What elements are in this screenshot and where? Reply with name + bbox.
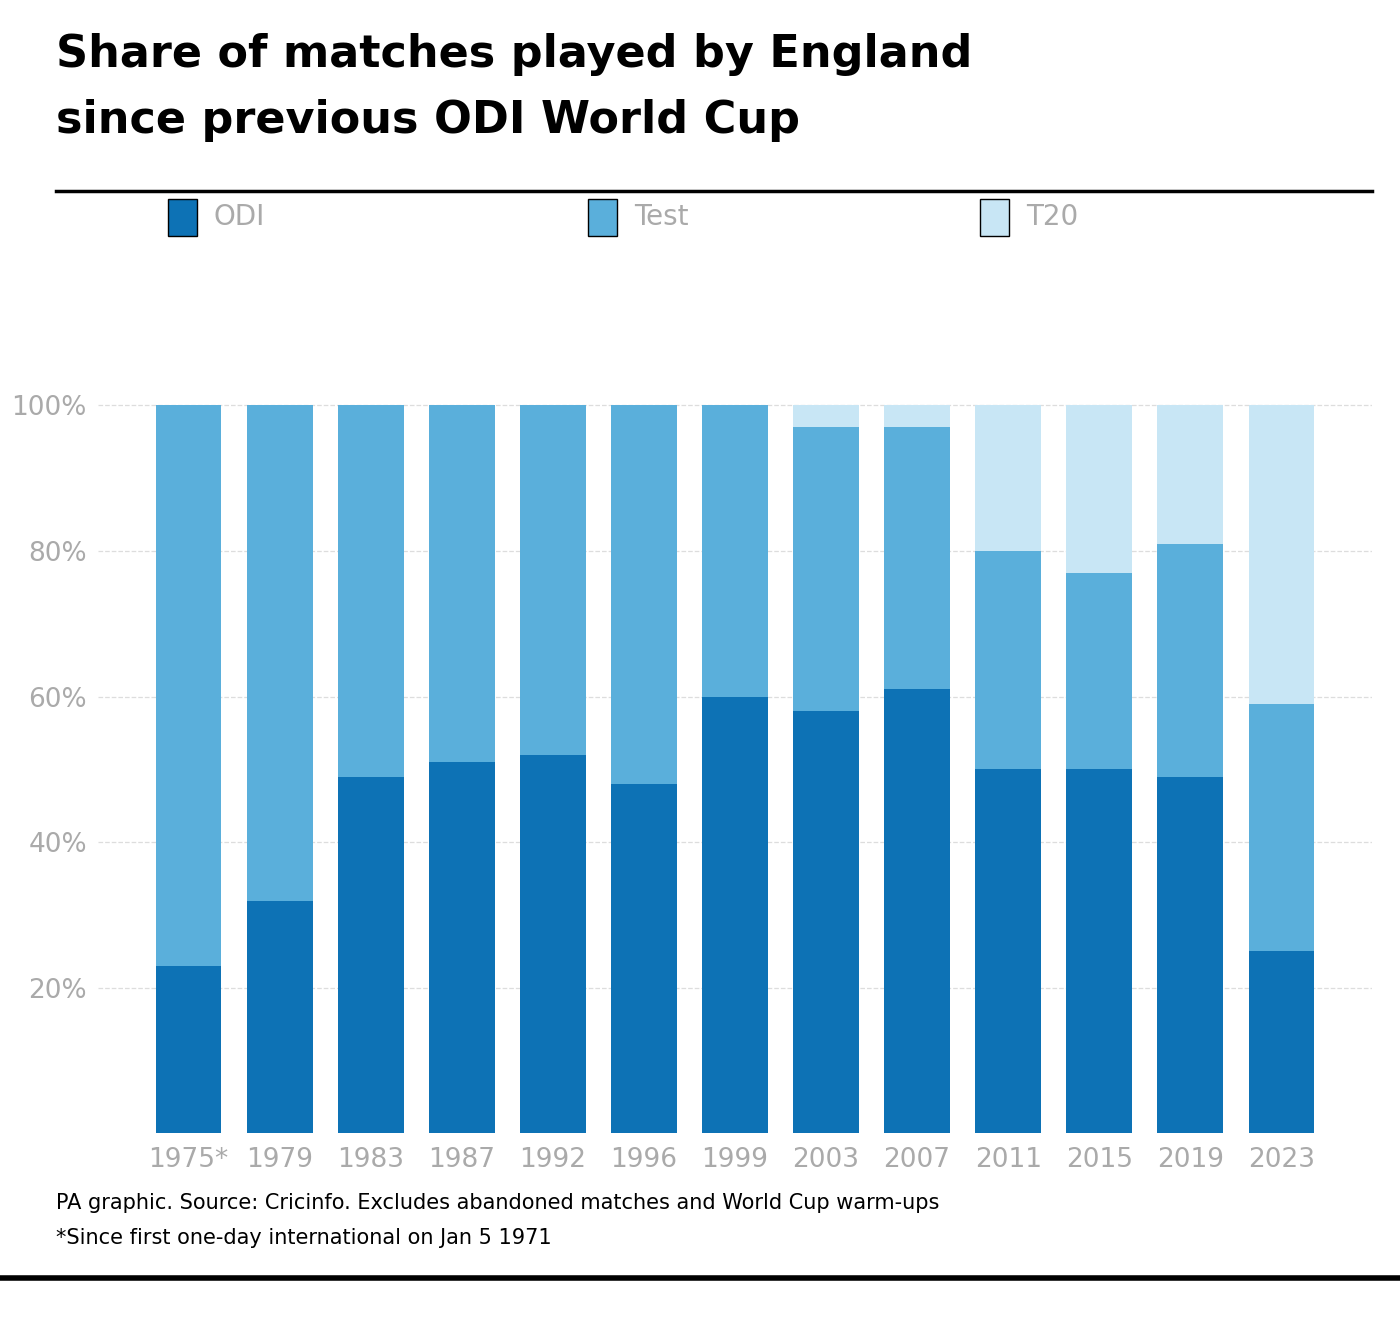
Bar [1067, 573, 1133, 770]
Text: since previous ODI World Cup: since previous ODI World Cup [56, 99, 799, 142]
Text: ODI: ODI [214, 203, 265, 232]
Bar [885, 406, 949, 427]
Text: Test: Test [634, 203, 689, 232]
Bar [976, 770, 1042, 1133]
Bar [1249, 704, 1315, 952]
Bar [976, 551, 1042, 770]
Text: T20: T20 [1026, 203, 1078, 232]
Bar [1158, 544, 1224, 776]
Bar [885, 427, 949, 689]
Bar [155, 966, 221, 1133]
Bar [703, 697, 767, 1133]
Bar [794, 712, 858, 1133]
Bar [885, 689, 949, 1133]
Bar [337, 406, 403, 776]
Bar [246, 406, 312, 900]
Bar [1067, 406, 1133, 573]
Bar [1249, 406, 1315, 704]
Text: Share of matches played by England: Share of matches played by England [56, 33, 973, 76]
Bar [155, 406, 221, 966]
Bar [337, 776, 403, 1133]
Bar [794, 406, 858, 427]
Bar [428, 762, 494, 1133]
Bar [976, 406, 1042, 551]
Bar [794, 427, 858, 712]
Bar [521, 755, 585, 1133]
Bar [246, 900, 312, 1133]
Bar [703, 406, 767, 697]
Bar [1249, 952, 1315, 1133]
Text: *Since first one-day international on Jan 5 1971: *Since first one-day international on Ja… [56, 1228, 552, 1248]
Bar [1158, 406, 1224, 544]
Bar [1067, 770, 1133, 1133]
Bar [521, 406, 585, 755]
Bar [428, 406, 494, 762]
Bar [612, 784, 676, 1133]
Bar [612, 406, 676, 784]
Text: PA graphic. Source: Cricinfo. Excludes abandoned matches and World Cup warm-ups: PA graphic. Source: Cricinfo. Excludes a… [56, 1193, 939, 1213]
Bar [1158, 776, 1224, 1133]
